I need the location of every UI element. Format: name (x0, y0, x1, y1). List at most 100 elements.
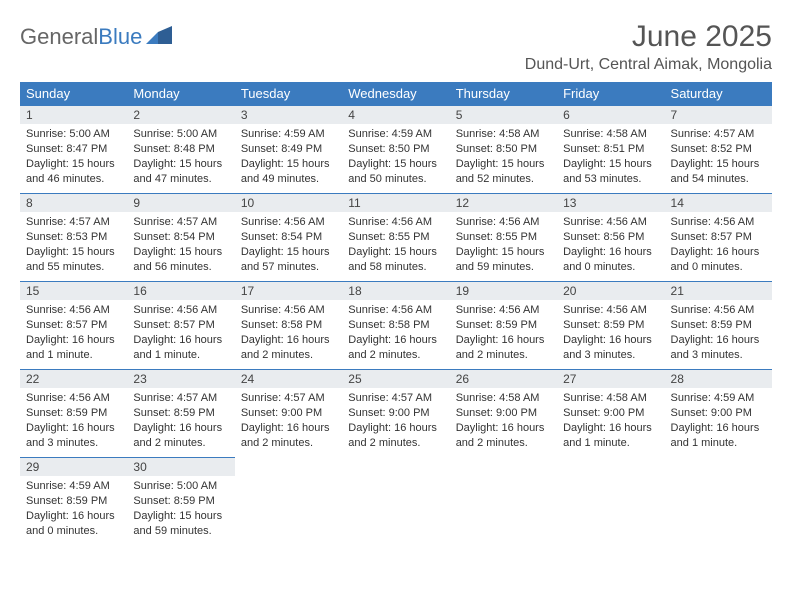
daylight-line: Daylight: 15 hours and 59 minutes. (456, 245, 551, 275)
sunset-line: Sunset: 8:59 PM (133, 494, 228, 509)
day-number: 1 (20, 105, 127, 124)
daylight-line: Daylight: 15 hours and 46 minutes. (26, 157, 121, 187)
calendar-cell: 28Sunrise: 4:59 AMSunset: 9:00 PMDayligh… (665, 369, 772, 457)
day-number: 4 (342, 105, 449, 124)
calendar-cell: 9Sunrise: 4:57 AMSunset: 8:54 PMDaylight… (127, 193, 234, 281)
daylight-line: Daylight: 16 hours and 0 minutes. (26, 509, 121, 539)
calendar-cell: 18 Sunrise: 4:56 AMSunset: 8:58 PMDayligh… (342, 281, 449, 369)
calendar-cell: 21Sunrise: 4:56 AMSunset: 8:59 PMDayligh… (665, 281, 772, 369)
calendar-cell: 7Sunrise: 4:57 AMSunset: 8:52 PMDaylight… (665, 105, 772, 193)
sunset-line: Sunset: 8:49 PM (241, 142, 336, 157)
day-number: 12 (450, 193, 557, 212)
sunrise-line: Sunrise: 4:59 AM (241, 127, 336, 142)
day-content: Sunrise: 4:58 AMSunset: 9:00 PMDaylight:… (557, 388, 664, 454)
sunset-line: Sunset: 8:57 PM (26, 318, 121, 333)
sunset-line: Sunset: 8:57 PM (671, 230, 766, 245)
logo: GeneralBlue (20, 20, 172, 50)
calendar-row: 29Sunrise: 4:59 AMSunset: 8:59 PMDayligh… (20, 457, 772, 545)
sunrise-line: Sunrise: 4:59 AM (348, 127, 443, 142)
location-text: Dund-Urt, Central Aimak, Mongolia (525, 56, 772, 74)
calendar-cell: 23Sunrise: 4:57 AMSunset: 8:59 PMDayligh… (127, 369, 234, 457)
sunset-line: Sunset: 8:54 PM (133, 230, 228, 245)
day-content: Sunrise: 4:58 AMSunset: 8:50 PMDaylight:… (450, 124, 557, 190)
logo-text-general: General (20, 24, 98, 50)
day-content: Sunrise: 5:00 AMSunset: 8:47 PMDaylight:… (20, 124, 127, 190)
sunset-line: Sunset: 8:55 PM (456, 230, 551, 245)
day-content: Sunrise: 4:56 AMSunset: 8:59 PMDaylight:… (557, 300, 664, 366)
calendar-cell: 29Sunrise: 4:59 AMSunset: 8:59 PMDayligh… (20, 457, 127, 545)
day-content: Sunrise: 4:56 AMSunset: 8:57 PMDaylight:… (127, 300, 234, 366)
daylight-line: Daylight: 16 hours and 2 minutes. (456, 333, 551, 363)
calendar-row: 15Sunrise: 4:56 AMSunset: 8:57 PMDayligh… (20, 281, 772, 369)
calendar-cell: 12 Sunrise: 4:56 AMSunset: 8:55 PMDayligh… (450, 193, 557, 281)
day-number: 20 (557, 281, 664, 300)
day-number: 19 (450, 281, 557, 300)
day-number: 5 (450, 105, 557, 124)
weekday-header: Friday (557, 82, 664, 105)
day-content: Sunrise: 4:58 AMSunset: 9:00 PMDaylight:… (450, 388, 557, 454)
day-content: Sunrise: 4:56 AMSunset: 8:59 PMDaylight:… (665, 300, 772, 366)
calendar-row: 22Sunrise: 4:56 AMSunset: 8:59 PMDayligh… (20, 369, 772, 457)
calendar-cell: 3Sunrise: 4:59 AMSunset: 8:49 PMDaylight… (235, 105, 342, 193)
day-number: 13 (557, 193, 664, 212)
day-number: 25 (342, 369, 449, 388)
daylight-line: Daylight: 16 hours and 3 minutes. (26, 421, 121, 451)
calendar-cell: 14Sunrise: 4:56 AMSunset: 8:57 PMDayligh… (665, 193, 772, 281)
calendar-cell: 20Sunrise: 4:56 AMSunset: 8:59 PMDayligh… (557, 281, 664, 369)
sunset-line: Sunset: 8:48 PM (133, 142, 228, 157)
daylight-line: Daylight: 16 hours and 1 minute. (563, 421, 658, 451)
calendar-cell: 1Sunrise: 5:00 AMSunset: 8:47 PMDaylight… (20, 105, 127, 193)
sunrise-line: Sunrise: 4:57 AM (133, 391, 228, 406)
daylight-line: Daylight: 15 hours and 55 minutes. (26, 245, 121, 275)
sunrise-line: Sunrise: 4:56 AM (348, 303, 443, 318)
day-content: Sunrise: 4:56 AMSunset: 8:57 PMDaylight:… (665, 212, 772, 278)
calendar-cell (557, 457, 664, 545)
daylight-line: Daylight: 15 hours and 50 minutes. (348, 157, 443, 187)
day-number: 22 (20, 369, 127, 388)
weekday-header: Wednesday (342, 82, 449, 105)
sunrise-line: Sunrise: 4:56 AM (241, 215, 336, 230)
sunrise-line: Sunrise: 4:58 AM (456, 391, 551, 406)
logo-text-blue: Blue (98, 24, 142, 50)
calendar-cell (235, 457, 342, 545)
daylight-line: Daylight: 16 hours and 0 minutes. (671, 245, 766, 275)
day-content: Sunrise: 4:57 AMSunset: 8:52 PMDaylight:… (665, 124, 772, 190)
day-number: 21 (665, 281, 772, 300)
day-content: Sunrise: 4:57 AMSunset: 8:59 PMDaylight:… (127, 388, 234, 454)
sunset-line: Sunset: 8:59 PM (26, 494, 121, 509)
sunrise-line: Sunrise: 4:59 AM (26, 479, 121, 494)
sunrise-line: Sunrise: 4:56 AM (348, 215, 443, 230)
title-block: June 2025 Dund-Urt, Central Aimak, Mongo… (525, 20, 772, 74)
header: GeneralBlue June 2025 Dund-Urt, Central … (20, 20, 772, 74)
sunrise-line: Sunrise: 4:56 AM (671, 215, 766, 230)
calendar-cell: 19Sunrise: 4:56 AMSunset: 8:59 PMDayligh… (450, 281, 557, 369)
daylight-line: Daylight: 16 hours and 0 minutes. (563, 245, 658, 275)
day-number: 26 (450, 369, 557, 388)
sunrise-line: Sunrise: 4:56 AM (26, 391, 121, 406)
sunset-line: Sunset: 8:50 PM (348, 142, 443, 157)
day-number: 2 (127, 105, 234, 124)
day-number: 27 (557, 369, 664, 388)
calendar-cell (665, 457, 772, 545)
day-number: 24 (235, 369, 342, 388)
sunset-line: Sunset: 9:00 PM (241, 406, 336, 421)
sunset-line: Sunset: 8:55 PM (348, 230, 443, 245)
sunrise-line: Sunrise: 4:56 AM (456, 215, 551, 230)
weekday-header: Saturday (665, 82, 772, 105)
calendar-cell: 6Sunrise: 4:58 AMSunset: 8:51 PMDaylight… (557, 105, 664, 193)
day-number: 15 (20, 281, 127, 300)
day-content: Sunrise: 4:56 AMSunset: 8:58 PMDaylight:… (235, 300, 342, 366)
day-number: 16 (127, 281, 234, 300)
day-content: Sunrise: 5:00 AMSunset: 8:59 PMDaylight:… (127, 476, 234, 542)
sunset-line: Sunset: 8:58 PM (348, 318, 443, 333)
day-number: 18 (342, 281, 449, 300)
daylight-line: Daylight: 16 hours and 2 minutes. (348, 333, 443, 363)
month-title: June 2025 (525, 20, 772, 54)
calendar-table: SundayMondayTuesdayWednesdayThursdayFrid… (20, 82, 772, 545)
day-number: 30 (127, 457, 234, 476)
daylight-line: Daylight: 16 hours and 1 minute. (26, 333, 121, 363)
day-content: Sunrise: 4:59 AMSunset: 8:49 PMDaylight:… (235, 124, 342, 190)
sunrise-line: Sunrise: 4:56 AM (133, 303, 228, 318)
sunset-line: Sunset: 8:50 PM (456, 142, 551, 157)
calendar-cell: 13Sunrise: 4:56 AMSunset: 8:56 PMDayligh… (557, 193, 664, 281)
